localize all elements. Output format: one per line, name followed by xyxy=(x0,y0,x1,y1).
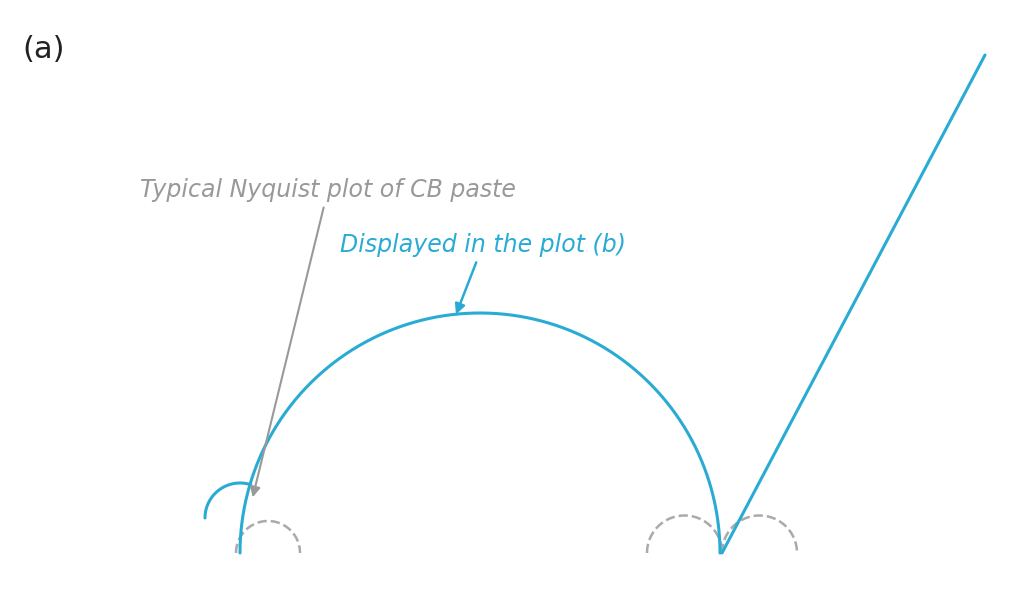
Text: Displayed in the plot (b): Displayed in the plot (b) xyxy=(340,233,626,312)
Text: Typical Nyquist plot of CB paste: Typical Nyquist plot of CB paste xyxy=(140,178,515,495)
Text: (a): (a) xyxy=(22,35,64,64)
